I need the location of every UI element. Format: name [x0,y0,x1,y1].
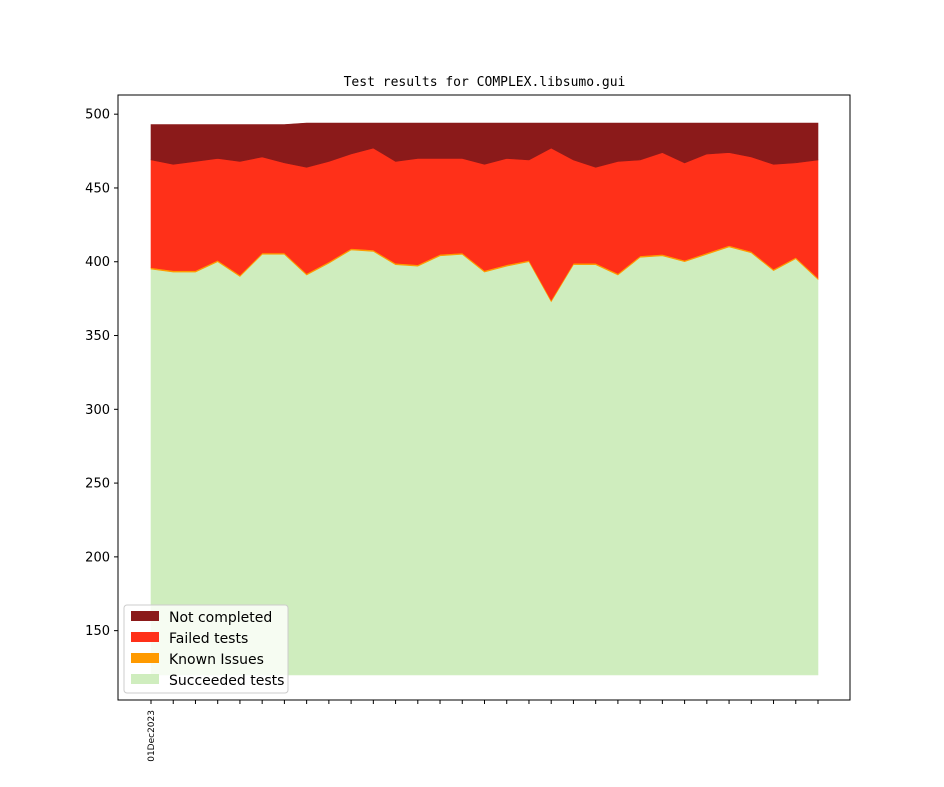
legend-label-known-issues: Known Issues [169,652,264,668]
y-tick-label: 150 [85,624,110,639]
legend-label-failed: Failed tests [169,631,248,647]
plot-areas [150,122,819,676]
y-tick-label: 300 [85,403,110,418]
legend-frame [123,604,289,694]
chart-title: Test results for COMPLEX.libsumo.gui [344,75,626,90]
y-axis: 150 200 250 300 350 400 450 500 [85,108,118,639]
legend-swatch-known-issues [131,653,159,663]
legend-swatch-succeeded [131,674,159,684]
legend-swatch-not-completed [131,611,159,621]
y-tick-label: 500 [85,108,110,123]
x-axis: 01Dec2023 [147,700,819,762]
legend: Not completed Failed tests Known Issues … [123,604,289,694]
y-tick-label: 250 [85,477,110,492]
area-not-completed [150,122,819,168]
y-tick-label: 350 [85,329,110,344]
legend-label-succeeded: Succeeded tests [169,673,284,689]
x-tick-label: 01Dec2023 [147,710,157,762]
legend-swatch-failed [131,632,159,642]
y-tick-label: 450 [85,181,110,196]
legend-label-not-completed: Not completed [169,610,272,626]
y-tick-label: 200 [85,550,110,565]
y-tick-label: 400 [85,255,110,270]
